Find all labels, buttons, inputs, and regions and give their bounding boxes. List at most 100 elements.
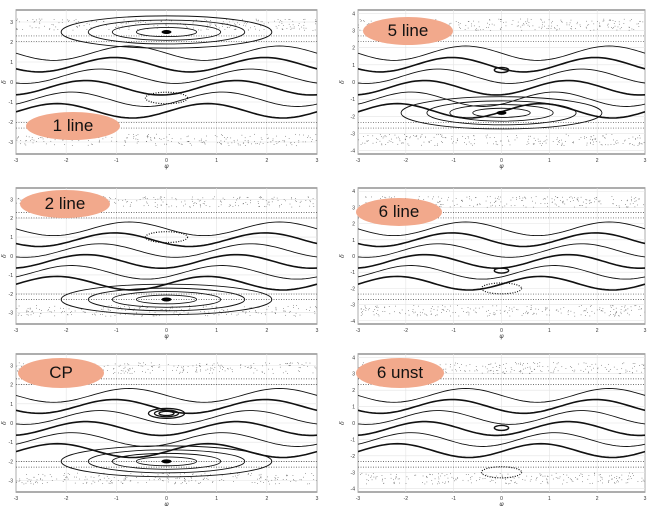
chaotic-point xyxy=(515,481,516,483)
chaotic-point xyxy=(638,309,640,310)
chaotic-point xyxy=(458,315,460,317)
chaotic-point xyxy=(631,309,632,311)
chaotic-point xyxy=(570,19,572,21)
chaotic-point xyxy=(466,196,468,198)
chaotic-point xyxy=(118,199,119,201)
chaotic-point xyxy=(146,202,148,204)
chaotic-point xyxy=(459,26,460,28)
chaotic-point xyxy=(307,483,309,485)
chaotic-point xyxy=(470,482,472,484)
chaotic-point xyxy=(235,201,236,203)
chaotic-point xyxy=(613,309,615,310)
chaotic-point xyxy=(561,142,563,144)
chaotic-point xyxy=(20,143,22,145)
chaotic-point xyxy=(233,140,235,141)
orbit-curve xyxy=(358,442,645,459)
chaotic-point xyxy=(99,141,100,143)
chaotic-point xyxy=(203,305,204,307)
chaotic-point xyxy=(45,143,47,145)
chaotic-point xyxy=(247,197,249,198)
chaotic-point xyxy=(539,140,541,142)
chaotic-point xyxy=(90,143,92,145)
y-axis-label: δ xyxy=(1,254,8,258)
chaotic-point xyxy=(469,205,471,206)
chaotic-point xyxy=(572,141,574,143)
chaotic-point xyxy=(181,366,182,368)
chaotic-point xyxy=(512,197,514,199)
chaotic-point xyxy=(621,27,622,28)
chaotic-point xyxy=(311,139,313,141)
chaotic-point xyxy=(535,479,537,481)
chaotic-point xyxy=(16,308,18,309)
chaotic-point xyxy=(589,138,591,140)
chaotic-point xyxy=(95,311,97,313)
chaotic-point xyxy=(513,306,515,308)
chaotic-point xyxy=(403,142,405,144)
chaotic-point xyxy=(435,315,436,317)
chaotic-point xyxy=(399,478,400,480)
chaotic-point xyxy=(576,23,578,25)
chaotic-point xyxy=(525,206,527,208)
island-small xyxy=(493,267,510,274)
chaotic-point xyxy=(273,196,275,198)
chaotic-point xyxy=(549,309,550,311)
chaotic-point xyxy=(123,478,125,480)
chaotic-point xyxy=(602,310,604,312)
chaotic-point xyxy=(310,201,311,203)
chaotic-point xyxy=(277,200,279,201)
chaotic-point xyxy=(41,479,43,481)
chaotic-point xyxy=(375,305,376,307)
chaotic-point xyxy=(200,29,202,31)
chaotic-point xyxy=(137,482,139,484)
chaotic-point xyxy=(542,21,544,23)
y-tick-label: -2 xyxy=(351,286,356,292)
chaotic-point xyxy=(168,206,170,208)
chaotic-point xyxy=(35,481,37,482)
chaotic-point xyxy=(501,27,502,29)
chaotic-point xyxy=(120,370,122,371)
chaotic-point xyxy=(610,307,612,308)
chaotic-point xyxy=(373,314,375,316)
chaotic-point xyxy=(257,20,259,22)
chaotic-point xyxy=(132,367,133,369)
chaotic-point xyxy=(86,478,88,480)
chaotic-point xyxy=(58,22,60,24)
chaotic-point xyxy=(383,136,385,138)
chaotic-point xyxy=(509,144,511,146)
chaotic-point xyxy=(105,315,107,317)
chaotic-point xyxy=(298,367,300,368)
chaotic-point xyxy=(524,196,526,198)
chaotic-point xyxy=(291,198,292,200)
chaotic-point xyxy=(566,482,568,483)
chaotic-point xyxy=(230,137,232,139)
island-orbit xyxy=(87,19,246,45)
chaotic-point xyxy=(260,141,262,143)
chaotic-point xyxy=(290,142,291,144)
chaotic-point xyxy=(567,314,569,316)
chaotic-point xyxy=(218,314,220,316)
chaotic-point xyxy=(584,315,586,316)
chaotic-point xyxy=(599,24,600,26)
chaotic-point xyxy=(625,309,627,310)
x-tick-label: 0 xyxy=(500,496,503,502)
chaotic-point xyxy=(275,478,277,479)
chaotic-point xyxy=(42,483,43,484)
chaotic-point xyxy=(71,314,73,316)
chaotic-point xyxy=(16,139,18,141)
chaotic-point xyxy=(246,196,248,198)
chaotic-point xyxy=(118,372,119,374)
chaotic-point xyxy=(539,143,541,144)
chaotic-point xyxy=(312,475,314,476)
chaotic-point xyxy=(243,311,245,313)
chaotic-point xyxy=(268,137,269,139)
chaotic-point xyxy=(383,482,385,484)
chaotic-point xyxy=(479,203,481,205)
chaotic-point xyxy=(283,310,284,312)
chaotic-point xyxy=(282,140,284,141)
chaotic-point xyxy=(462,135,464,137)
chaotic-point xyxy=(359,19,361,20)
orbit-curve xyxy=(358,388,645,403)
chaotic-point xyxy=(275,483,276,485)
chaotic-point xyxy=(473,25,475,27)
chaotic-point xyxy=(159,314,160,316)
